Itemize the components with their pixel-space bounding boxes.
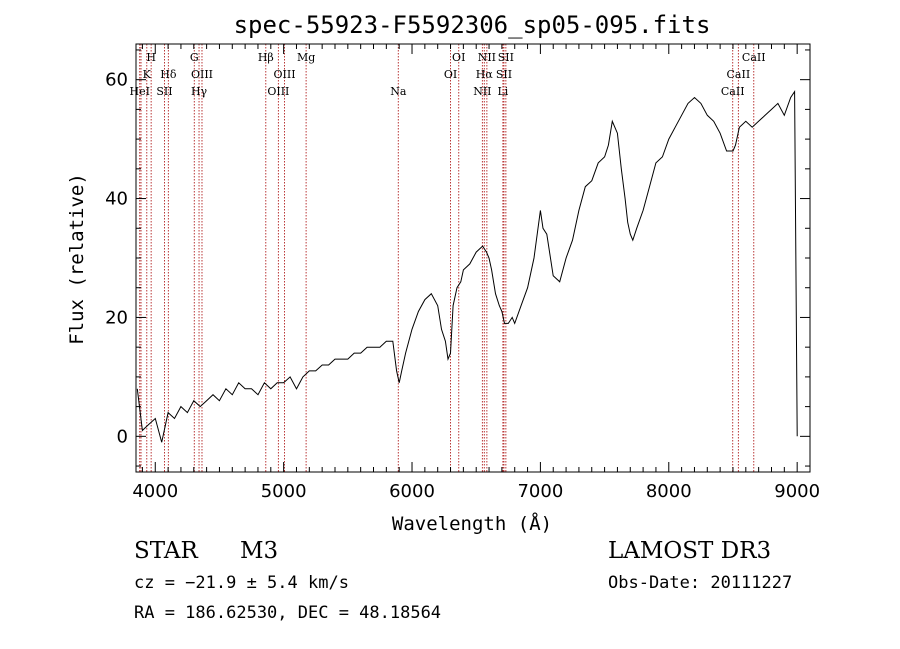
line-label: SII <box>496 68 512 81</box>
y-tick-label: 40 <box>105 189 128 210</box>
line-labels: HeIKHSIIHδGHγOIIIHβOIIIOIIIMgNaOIOINIIHα… <box>129 51 765 98</box>
object-class: STAR <box>134 538 198 564</box>
line-label: Li <box>497 85 508 98</box>
line-label: HeI <box>129 85 149 98</box>
line-label: Mg <box>297 51 315 64</box>
line-label: Hα <box>476 68 494 81</box>
x-tick-label: 7000 <box>517 481 563 502</box>
line-label: Hγ <box>191 85 208 98</box>
object-subclass: M3 <box>240 538 279 564</box>
line-label: Hδ <box>160 68 177 81</box>
redshift-info: cz = −21.9 ± 5.4 km/s <box>134 573 349 593</box>
y-axis-label: Flux (relative) <box>66 173 88 345</box>
x-axis: 4000 5000 6000 7000 8000 9000 <box>132 44 820 502</box>
chart-title: spec-55923-F5592306_sp05-095.fits <box>234 11 711 39</box>
y-tick-label: 20 <box>105 307 128 328</box>
line-label: OIII <box>274 68 296 81</box>
line-label: SII <box>498 51 514 64</box>
x-tick-label: 8000 <box>646 481 692 502</box>
line-markers <box>139 44 755 472</box>
line-label: OI <box>444 68 457 81</box>
y-tick-label: 0 <box>117 426 128 447</box>
line-label: CaII <box>721 85 745 98</box>
line-label: OI <box>452 51 465 64</box>
line-label: SII <box>156 85 172 98</box>
x-tick-label: 4000 <box>132 481 178 502</box>
observation-date: Obs-Date: 20111227 <box>608 573 793 593</box>
line-label: G <box>190 51 199 64</box>
line-label: NII <box>478 51 496 64</box>
line-label: CaII <box>742 51 766 64</box>
y-axis: 0 20 40 60 <box>105 49 810 467</box>
survey-name: LAMOST DR3 <box>608 538 772 564</box>
x-tick-label: 5000 <box>261 481 307 502</box>
line-label: Hβ <box>258 51 274 64</box>
line-label: OIII <box>191 68 213 81</box>
x-axis-label: Wavelength (Å) <box>392 512 552 535</box>
line-label: CaII <box>727 68 751 81</box>
x-tick-label: 6000 <box>389 481 435 502</box>
y-tick-label: 60 <box>105 70 128 91</box>
line-label: OIII <box>267 85 289 98</box>
line-label: H <box>146 51 156 64</box>
x-tick-label: 9000 <box>774 481 820 502</box>
line-label: Na <box>390 85 407 98</box>
line-label: NII <box>473 85 491 98</box>
coordinates: RA = 186.62530, DEC = 48.18564 <box>134 603 442 623</box>
flux-series-line <box>136 89 798 443</box>
line-label: K <box>143 68 152 81</box>
